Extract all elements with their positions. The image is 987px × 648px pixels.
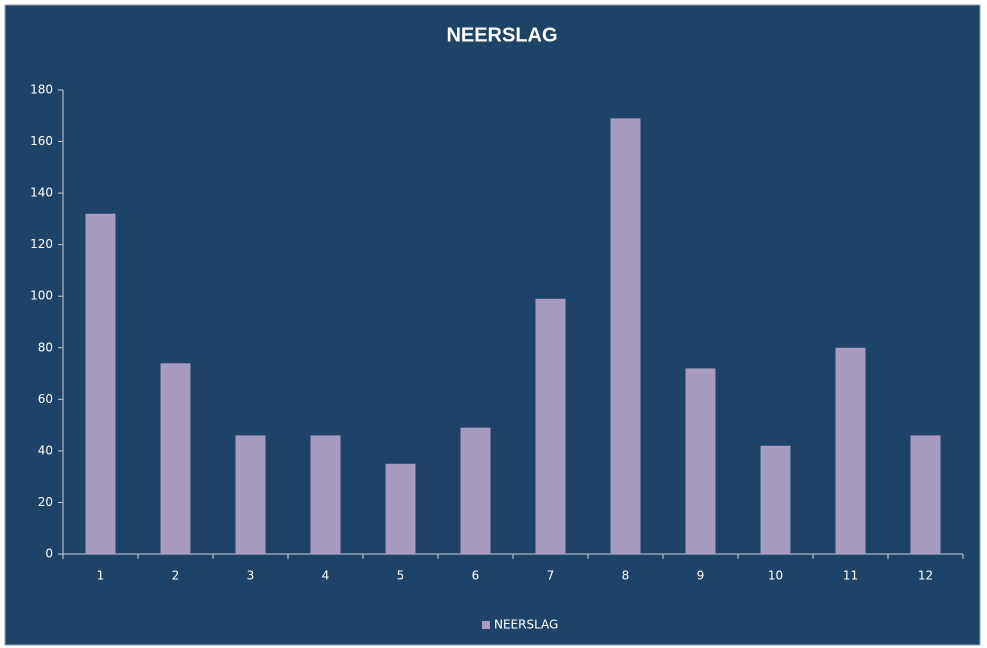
- x-tick-label: 3: [247, 569, 255, 583]
- x-tick-label: 7: [547, 569, 555, 583]
- y-tick-label: 0: [45, 547, 53, 561]
- bar: [460, 427, 491, 554]
- y-tick-label: 180: [30, 83, 53, 97]
- x-tick-label: 9: [697, 569, 705, 583]
- y-tick-label: 100: [30, 289, 53, 303]
- y-tick-label: 60: [38, 392, 53, 406]
- bar: [610, 118, 641, 554]
- bar: [235, 435, 266, 554]
- chart-background: [4, 4, 981, 646]
- y-tick-label: 140: [30, 186, 53, 200]
- bar: [160, 363, 191, 554]
- x-tick-label: 1: [97, 569, 105, 583]
- chart-title: NEERSLAG: [446, 24, 557, 46]
- x-tick-label: 2: [172, 569, 180, 583]
- x-tick-label: 4: [322, 569, 330, 583]
- x-tick-label: 10: [768, 569, 783, 583]
- legend-label: NEERSLAG: [494, 618, 558, 632]
- bar: [685, 368, 716, 554]
- bar: [85, 213, 116, 554]
- x-tick-label: 8: [622, 569, 630, 583]
- bar: [310, 435, 341, 554]
- bar: [910, 435, 941, 554]
- bar: [835, 347, 866, 554]
- bar: [535, 298, 566, 554]
- y-tick-label: 160: [30, 134, 53, 148]
- x-tick-label: 5: [397, 569, 405, 583]
- bar: [385, 463, 416, 554]
- x-tick-label: 6: [472, 569, 480, 583]
- x-tick-label: 12: [918, 569, 933, 583]
- bar: [760, 445, 791, 554]
- y-tick-label: 20: [38, 495, 53, 509]
- legend-swatch: [482, 621, 490, 629]
- y-tick-label: 120: [30, 237, 53, 251]
- y-tick-label: 40: [38, 443, 53, 457]
- y-tick-label: 80: [38, 340, 53, 354]
- x-tick-label: 11: [843, 569, 858, 583]
